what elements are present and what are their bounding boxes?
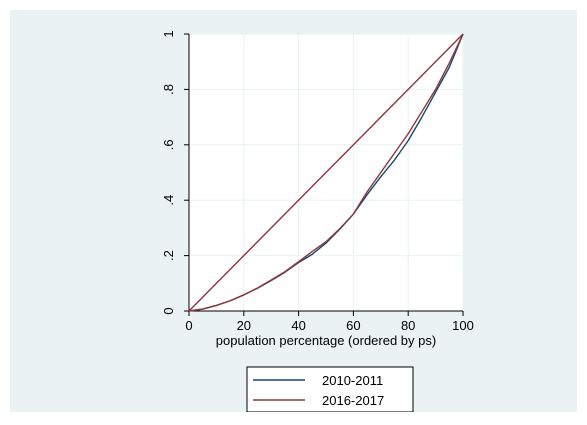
grid <box>189 33 464 311</box>
legend: 2010-2011 2016-2017 <box>246 366 414 412</box>
x-tick-label: 40 <box>291 318 305 333</box>
y-tick-label: 1 <box>161 30 176 37</box>
series-lines <box>188 33 464 312</box>
legend-box <box>246 366 414 412</box>
x-tick-label: 0 <box>185 318 192 333</box>
y-tick-label: .6 <box>161 139 176 150</box>
y-tick-label: .2 <box>161 250 176 261</box>
y-tick-label: 0 <box>161 307 176 314</box>
y-tick-label: .4 <box>161 195 176 206</box>
lorenz-chart: 0 20 40 60 80 100 0 .2 .4 .6 .8 1 population percen… <box>161 30 474 412</box>
x-tick-label: 100 <box>452 318 474 333</box>
y-tick-label: .8 <box>161 84 176 95</box>
x-axis-title: population percentage (ordered by ps) <box>216 333 436 348</box>
series-line-2016-2017 <box>188 33 464 312</box>
legend-label-2016-2017: 2016-2017 <box>322 393 384 408</box>
equality-line <box>188 33 464 312</box>
x-tick-label: 80 <box>401 318 415 333</box>
x-tick-label: 60 <box>346 318 360 333</box>
legend-label-2010-2011: 2010-2011 <box>322 373 383 388</box>
axes: 0 20 40 60 80 100 0 .2 .4 .6 .8 1 <box>161 30 474 333</box>
x-tick-label: 20 <box>237 318 251 333</box>
chart-frame: 0 20 40 60 80 100 0 .2 .4 .6 .8 1 population percen… <box>10 10 577 412</box>
